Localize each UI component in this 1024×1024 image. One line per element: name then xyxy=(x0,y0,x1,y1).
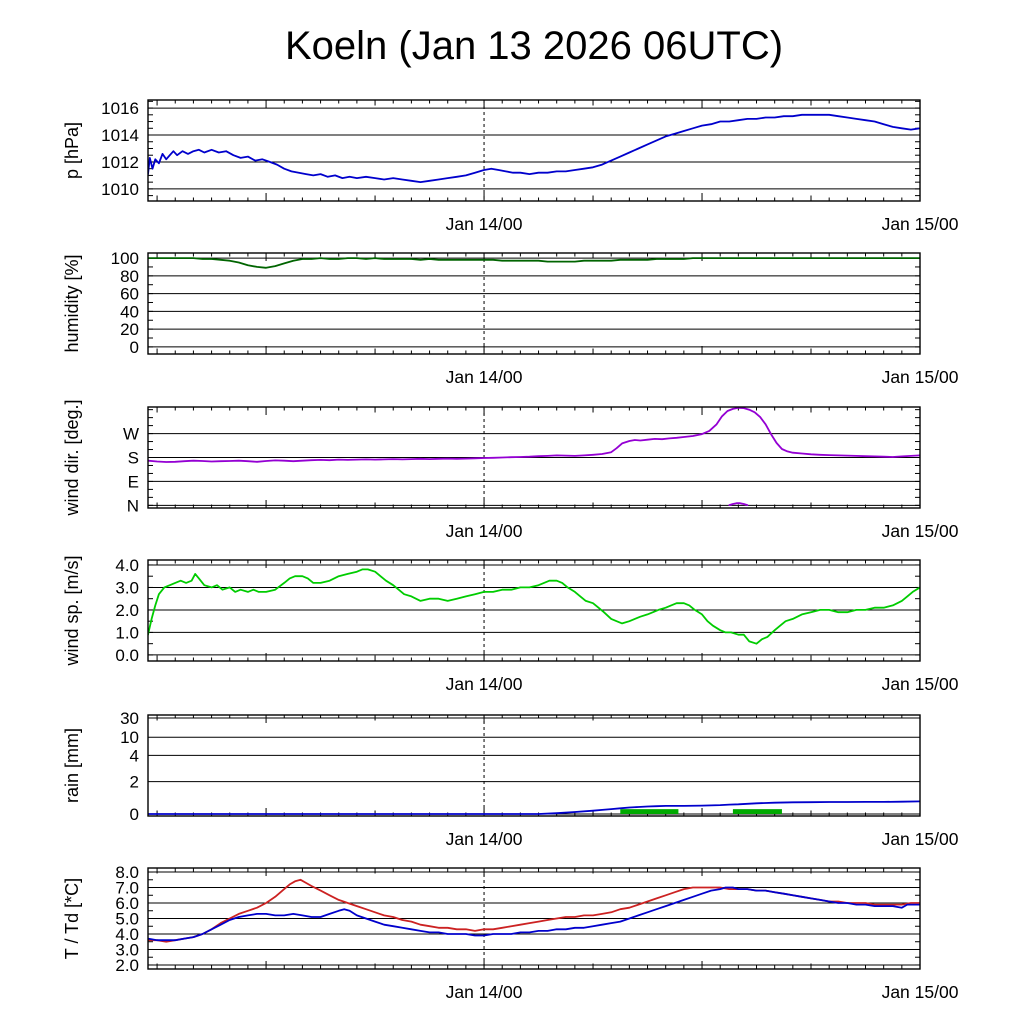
panel-temperature: 2.03.04.05.06.07.08.0 T / Td [*C] Jan 14/0… xyxy=(62,863,959,1002)
series-dewpoint xyxy=(148,886,920,942)
y-tick-label: E xyxy=(128,472,139,491)
series-pressure xyxy=(148,113,920,184)
y-tick-label: 4 xyxy=(130,746,139,765)
y-tick-label: 0.0 xyxy=(115,646,139,665)
y-tick-label: 2 xyxy=(130,773,139,792)
panel-frame xyxy=(147,867,921,970)
rain-bar xyxy=(732,809,782,814)
panel-wind-speed: 0.0 1.0 2.0 3.0 4.0 wind sp. [m/s] Jan 14/00 Ja… xyxy=(62,555,959,694)
y-axis-title: wind dir. [deg.] xyxy=(62,399,82,516)
series-wind-direction-wrap xyxy=(728,502,749,507)
series-rain-accumulated xyxy=(148,800,920,815)
x-axis-label: Jan 15/00 xyxy=(882,367,959,387)
y-tick-label: 1012 xyxy=(101,153,139,172)
y-axis-title: wind sp. [m/s] xyxy=(62,555,82,666)
x-axis-label: Jan 15/00 xyxy=(882,674,959,694)
x-axis-label: Jan 15/00 xyxy=(882,982,959,1002)
x-axis-label: Jan 14/00 xyxy=(446,214,523,234)
y-tick-label: W xyxy=(123,425,139,444)
y-tick-label: 100 xyxy=(111,249,139,268)
x-axis-label: Jan 14/00 xyxy=(446,521,523,541)
y-tick-label: 5.0 xyxy=(115,910,139,929)
y-tick-label: 80 xyxy=(120,267,139,286)
panel-frame xyxy=(147,559,921,662)
y-tick-label: 2.0 xyxy=(115,956,139,975)
y-tick-label: 4.0 xyxy=(115,556,139,575)
y-tick-label: 1010 xyxy=(101,180,139,199)
y-tick-label: 1016 xyxy=(101,99,139,118)
y-tick-label: 30 xyxy=(120,709,139,728)
x-axis-label: Jan 15/00 xyxy=(882,214,959,234)
y-tick-label: 60 xyxy=(120,285,139,304)
series-humidity xyxy=(148,257,920,269)
x-axis-label: Jan 15/00 xyxy=(882,521,959,541)
x-axis-label: Jan 15/00 xyxy=(882,829,959,849)
panel-frame xyxy=(147,252,921,355)
y-tick-label: N xyxy=(127,496,139,515)
panel-frame xyxy=(147,406,921,509)
x-axis-label: Jan 14/00 xyxy=(446,674,523,694)
x-axis-label: Jan 14/00 xyxy=(446,367,523,387)
y-tick-label: 4.0 xyxy=(115,925,139,944)
y-tick-label: 1.0 xyxy=(115,623,139,642)
y-tick-label: 0 xyxy=(130,805,139,824)
series-wind-direction xyxy=(148,407,920,463)
panel-pressure: 1010 1012 1014 1016 p [hPa] Jan 14/00 Jan 15/0… xyxy=(62,99,959,234)
series-wind-speed xyxy=(148,568,920,645)
y-axis-title: humidity [%] xyxy=(62,254,82,352)
y-tick-label: 6.0 xyxy=(115,894,139,913)
y-tick-label: 40 xyxy=(120,302,139,321)
y-axis-title: T / Td [*C] xyxy=(62,878,82,959)
panel-frame xyxy=(147,714,921,817)
y-tick-label: S xyxy=(128,449,139,468)
x-axis-label: Jan 14/00 xyxy=(446,829,523,849)
rain-bar xyxy=(620,809,679,814)
y-axis-title: p [hPa] xyxy=(62,122,82,179)
y-tick-label: 1014 xyxy=(101,126,139,145)
chart-title: Koeln (Jan 13 2026 06UTC) xyxy=(284,24,784,68)
y-tick-label: 3.0 xyxy=(115,578,139,597)
y-tick-label: 8.0 xyxy=(115,863,139,882)
y-tick-label: 20 xyxy=(120,320,139,339)
x-axis-label: Jan 14/00 xyxy=(446,982,523,1002)
y-tick-label: 2.0 xyxy=(115,601,139,620)
y-axis-title: rain [mm] xyxy=(62,728,82,803)
y-tick-label: 3.0 xyxy=(115,940,139,959)
panel-frame xyxy=(147,99,921,202)
y-tick-label: 7.0 xyxy=(115,879,139,898)
y-tick-label: 10 xyxy=(120,728,139,747)
y-tick-label: 0 xyxy=(130,338,139,357)
